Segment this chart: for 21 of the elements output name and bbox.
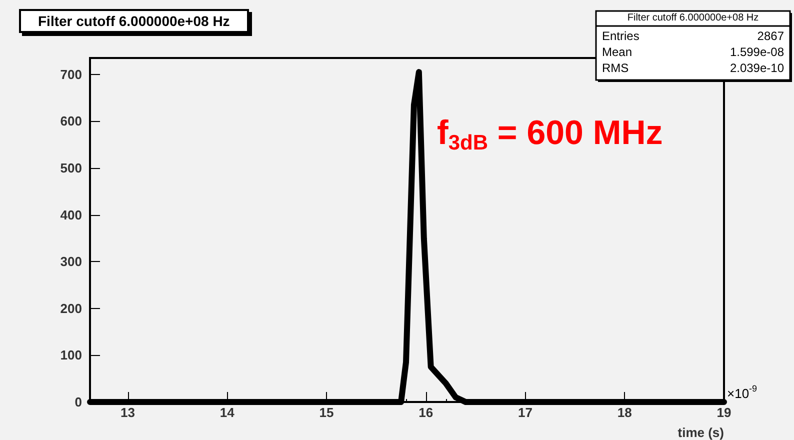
x-tick-label: 19 bbox=[716, 405, 732, 420]
y-tick-label: 0 bbox=[74, 394, 82, 410]
x-tick-label: 16 bbox=[418, 405, 434, 420]
y-tick-label: 300 bbox=[60, 254, 82, 270]
y-tick-label: 600 bbox=[60, 114, 82, 129]
x-axis-title: time (s) bbox=[678, 425, 724, 440]
y-tick-label: 100 bbox=[60, 348, 82, 363]
y-tick-label: 500 bbox=[60, 160, 82, 176]
y-tick-label: 200 bbox=[60, 300, 82, 316]
x-tick-label: 17 bbox=[518, 405, 532, 420]
text: Entries 2867 bbox=[602, 29, 784, 43]
y-tick-label: 700 bbox=[60, 66, 82, 82]
x-tick-label: 14 bbox=[220, 405, 236, 420]
x-tick-label: 15 bbox=[319, 405, 334, 420]
x-tick-label: 13 bbox=[120, 405, 135, 420]
text: Filter cutoff 6.000000e+08 Hz bbox=[627, 12, 759, 24]
y-tick-label: 400 bbox=[60, 207, 82, 222]
x-tick-label: 18 bbox=[617, 405, 632, 420]
text: RMS 2.039e-10 bbox=[602, 61, 784, 75]
text: Mean 1.599e-08 bbox=[602, 45, 784, 59]
chart-title: Filter cutoff 6.000000e+08 Hz bbox=[38, 13, 230, 29]
